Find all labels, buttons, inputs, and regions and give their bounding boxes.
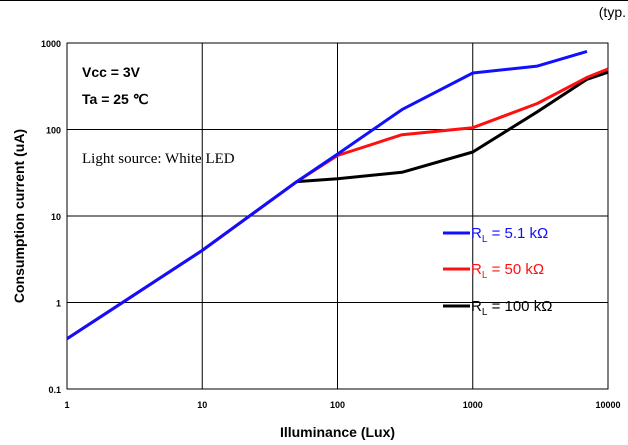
legend-label-1: RL = 50 kΩ: [471, 261, 544, 281]
legend: RL = 5.1 kΩ RL = 50 kΩ RL = 100 kΩ: [443, 225, 552, 318]
y-tick-label: 0.1: [48, 385, 61, 395]
grid: [67, 43, 608, 389]
y-tick-label: 1: [56, 299, 61, 309]
y-tick-label: 10: [51, 212, 61, 222]
x-axis-label: Illuminance (Lux): [280, 424, 395, 440]
y-axis-label: Consumption current (uA): [11, 129, 27, 303]
x-tick-label: 10000: [595, 400, 620, 410]
legend-label-2: RL = 100 kΩ: [471, 298, 552, 318]
annotation-light-source: Light source: White LED: [82, 151, 235, 167]
annotation-vcc: Vcc = 3V: [82, 64, 141, 80]
plot-frame: [66, 42, 609, 390]
y-tick-label: 1000: [41, 39, 61, 49]
x-tick-label: 1: [64, 400, 69, 410]
series-line-0: [66, 49, 588, 341]
annotation-ta: Ta = 25 ℃: [82, 91, 149, 107]
top-rule: [0, 0, 628, 1]
typical-note: (typ.: [598, 4, 626, 20]
x-tick-label: 10: [197, 400, 207, 410]
x-tick-label: 100: [330, 400, 345, 410]
x-tick-label: 1000: [463, 400, 483, 410]
series-line-2: [296, 70, 609, 184]
legend-label-0: RL = 5.1 kΩ: [471, 225, 548, 245]
y-tick-label: 100: [46, 126, 61, 136]
series-lines: [66, 49, 609, 341]
